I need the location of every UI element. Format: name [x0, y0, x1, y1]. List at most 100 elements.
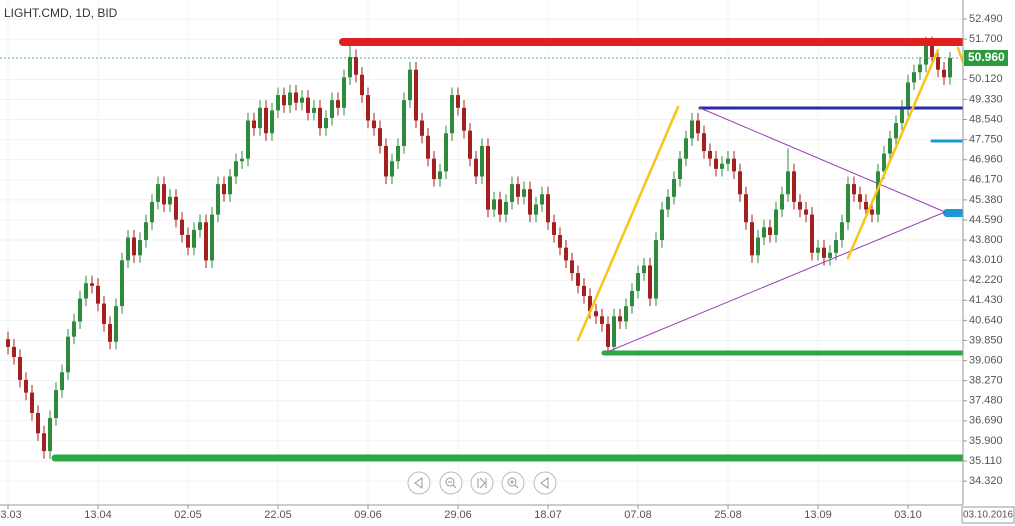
candle-body [210, 214, 214, 261]
candle-body [180, 219, 184, 235]
candle-body [882, 153, 886, 172]
zoom-out-button[interactable] [439, 471, 463, 495]
candle-body [576, 273, 580, 286]
y-tick-label: 45.380 [969, 194, 1003, 206]
candle-body [732, 158, 736, 172]
candle-body [126, 237, 130, 261]
candle-body [558, 234, 562, 248]
candle-body [288, 92, 292, 106]
navigation [407, 471, 557, 495]
y-tick-label: 46.960 [969, 154, 1003, 166]
triangle-line [606, 211, 946, 353]
candle-body [372, 120, 376, 129]
candle-body [822, 247, 826, 258]
candle-body [750, 222, 754, 256]
candle-body [390, 161, 394, 177]
candle-body [30, 392, 34, 413]
candle-body [72, 321, 76, 337]
candle-body [768, 227, 772, 235]
candle-body [510, 184, 514, 202]
candle-body [588, 295, 592, 312]
axis-labels: 52.490 51.700 50.120 49.330 48.540 47.750 46.9… [0, 13, 1015, 524]
candle-body [522, 189, 526, 197]
candle-body [780, 194, 784, 210]
candle-body [636, 273, 640, 291]
candle-body [828, 252, 832, 258]
x-tick-label: 13.04 [84, 509, 112, 521]
candle-body [942, 69, 946, 78]
candle-body [228, 176, 232, 195]
scroll-right-button[interactable] [533, 471, 557, 495]
candle-body [408, 69, 412, 101]
candle-body [138, 240, 142, 256]
candle-body [798, 201, 802, 210]
candle-body [912, 72, 916, 83]
y-tick-label: 35.110 [969, 455, 1002, 467]
candle-body [906, 82, 910, 108]
candle-body [948, 57, 952, 78]
candle-body [426, 135, 430, 159]
y-tick-label: 52.490 [969, 13, 1003, 25]
candle-body [294, 92, 298, 103]
candle-body [24, 379, 28, 393]
candle-body [546, 194, 550, 223]
candle-body [552, 222, 556, 235]
candle-body [48, 418, 52, 452]
candle-body [402, 100, 406, 146]
x-tick-label: 02.05 [174, 509, 202, 521]
candle-body [66, 336, 70, 373]
candle-body [816, 247, 820, 253]
time-axis [0, 505, 1015, 526]
candle-body [528, 189, 532, 215]
candle-body [60, 372, 64, 391]
y-tick-label: 50.120 [969, 73, 1003, 85]
candle-body [582, 285, 586, 296]
x-tick-label: 18.07 [534, 509, 562, 521]
candle-body [738, 171, 742, 195]
candles [0, 36, 963, 459]
y-tick-label: 47.750 [969, 134, 1003, 146]
x-tick-label: 09.06 [354, 509, 382, 521]
candle-body [702, 133, 706, 152]
candle-body [612, 316, 616, 347]
candle-body [540, 194, 544, 205]
candle-body [690, 120, 694, 139]
candle-body [846, 184, 850, 223]
candle-body [666, 196, 670, 210]
candle-body [468, 130, 472, 159]
candle-body [330, 100, 334, 118]
candle-body [708, 151, 712, 159]
cursor-date: 03.10.2016 [963, 510, 1013, 521]
scroll-left-button[interactable] [407, 471, 431, 495]
y-tick-label: 43.800 [969, 234, 1003, 246]
candle-body [318, 107, 322, 129]
candle-body [432, 158, 436, 180]
candle-body [366, 95, 370, 121]
candle-body [6, 339, 10, 347]
x-tick-label: 22.05 [264, 509, 292, 521]
zoom-in-button[interactable] [501, 471, 525, 495]
candle-body [486, 145, 490, 210]
triangle-line [699, 107, 946, 213]
candle-body [630, 290, 634, 307]
x-tick-label: 25.08 [714, 509, 742, 521]
candle-body [930, 44, 934, 57]
candle-body [300, 97, 304, 103]
candle-body [348, 56, 352, 78]
candle-body [444, 133, 448, 172]
candle-body [720, 163, 724, 169]
y-tick-label: 41.430 [969, 294, 1003, 306]
candle-body [336, 100, 340, 108]
candle-body [216, 184, 220, 215]
candle-body [42, 433, 46, 452]
trend-line [576, 105, 680, 342]
candle-body [570, 260, 574, 274]
candle-body [324, 117, 328, 129]
candle-body [660, 209, 664, 241]
candle-body [756, 237, 760, 256]
candle-body [654, 240, 658, 299]
last-price-label: 50.960 [968, 50, 1005, 64]
candle-body [480, 145, 484, 177]
candle-body [684, 138, 688, 159]
x-tick-label: 07.08 [624, 509, 652, 521]
